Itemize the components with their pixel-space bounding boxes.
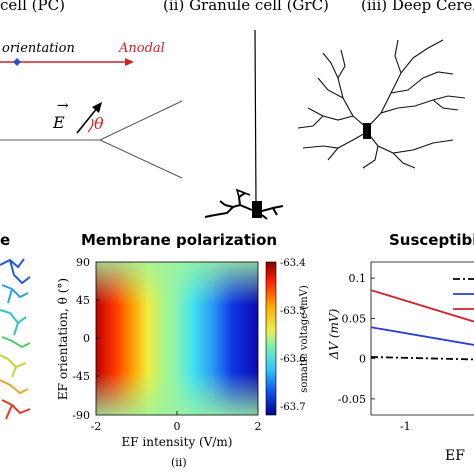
heatmap-x-label: EF intensity (V/m) <box>122 435 233 449</box>
e-vector-label: E <box>52 113 65 132</box>
subpanel-label: (ii) <box>171 456 187 469</box>
chart-y-ticks: 0.1 0.05 0 -0.05 <box>338 272 375 406</box>
colorbar-label: somatic voltage (mV) <box>299 285 310 393</box>
orientation-marker <box>13 58 21 66</box>
chart-x-tick: -1 <box>400 420 411 433</box>
chart-series-line <box>370 356 474 361</box>
e-vector-line <box>76 106 99 134</box>
chart-y-label: ΔV (mV) <box>327 308 341 360</box>
svg-text:90: 90 <box>76 256 90 269</box>
heatmap-y-label: EF orientation, θ (°) <box>56 278 70 400</box>
granule-cell-morphology <box>204 29 284 220</box>
colorbar-tick: -63.5 <box>280 306 306 317</box>
colorbar <box>265 261 277 416</box>
left-partial-title: e <box>0 231 11 249</box>
chart-y-tick: 0.1 <box>349 272 367 285</box>
chart-x-ticks: -1 <box>400 420 411 433</box>
svg-text:→: → <box>57 98 69 114</box>
anodal-label: Anodal <box>118 41 165 56</box>
chart-series <box>370 289 474 361</box>
chart-series-line <box>370 289 474 323</box>
svg-text:-90: -90 <box>72 409 90 422</box>
svg-text:-2: -2 <box>91 420 102 433</box>
colorbar-tick: -63.4 <box>280 258 306 269</box>
pc-colored-morphology <box>0 258 31 420</box>
svg-text:2: 2 <box>255 420 262 433</box>
chart-x-label: EF <box>445 448 465 464</box>
chart-series-line <box>370 326 474 346</box>
field-orientation-diagram: orientation Anodal E → θ <box>0 41 183 179</box>
membrane-polarization-heatmap: 90 45 0 -45 -90 -2 0 2 EF intensity (V/m… <box>56 256 310 449</box>
lower-branch-line <box>99 139 183 179</box>
susceptibility-chart: ΔV (mV) 0.1 0.05 0 -0.05 -1 EF <box>327 261 474 464</box>
susceptibility-panel-title: Susceptibi <box>389 231 474 249</box>
chart-legend <box>453 278 474 310</box>
chart-y-tick: -0.05 <box>338 393 366 406</box>
theta-label: θ <box>94 114 104 133</box>
dcn-panel-title: (iii) Deep Cerebl <box>361 0 474 14</box>
colorbar-tick: -63.6 <box>280 354 306 365</box>
svg-text:-45: -45 <box>72 370 90 383</box>
dcn-cell-morphology <box>297 39 466 169</box>
chart-y-tick: 0 <box>359 353 366 366</box>
colorbar-ticks: -63.4 -63.5 -63.6 -63.7 <box>280 258 306 413</box>
membrane-panel-title: Membrane polarization <box>81 231 278 249</box>
e-vector-arrowhead <box>92 102 102 113</box>
upper-branch-line <box>99 100 183 141</box>
chart-y-tick: 0.05 <box>342 312 367 325</box>
svg-text:0: 0 <box>83 332 90 345</box>
grc-panel-title: (ii) Granule cell (GrC) <box>163 0 329 14</box>
heatmap-x-ticks: -2 0 2 <box>91 420 262 433</box>
svg-text:45: 45 <box>76 294 90 307</box>
anodal-arrowhead <box>125 58 134 66</box>
orientation-label: orientation <box>2 41 75 56</box>
colorbar-tick: -63.7 <box>280 402 306 413</box>
svg-text:0: 0 <box>174 420 181 433</box>
dcn-soma <box>363 123 371 139</box>
theta-arc <box>87 118 94 133</box>
heatmap-y-ticks: 90 45 0 -45 -90 <box>72 256 90 422</box>
granule-soma <box>252 201 262 218</box>
pc-panel-title: cell (PC) <box>0 0 65 14</box>
